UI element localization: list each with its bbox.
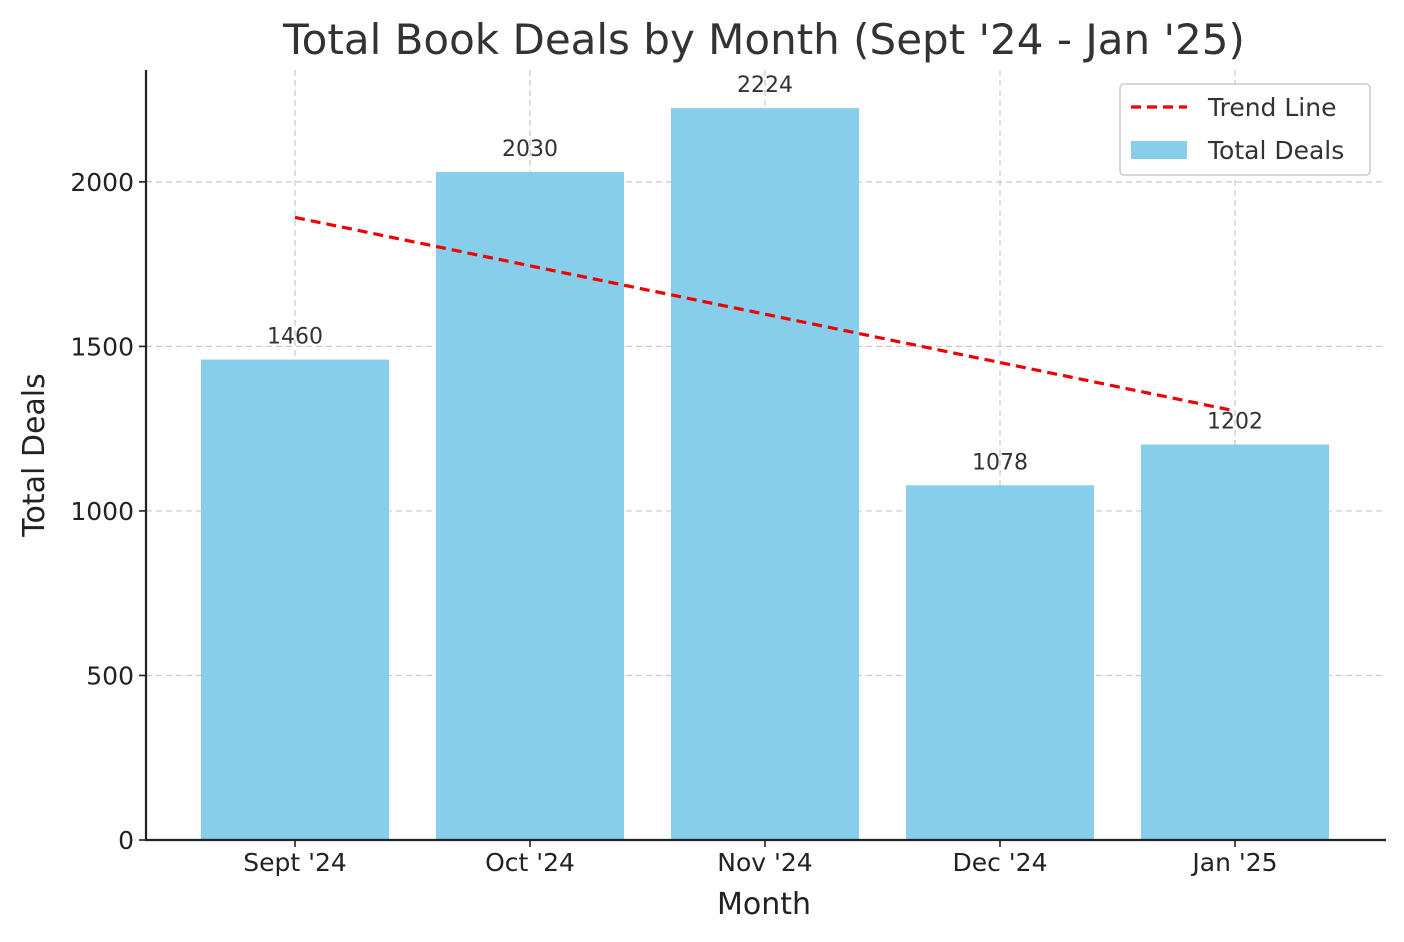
x-tick-label: Jan '25 [1190,848,1277,877]
x-axis-title: Month [717,887,811,922]
data-label: 1460 [267,325,323,350]
data-label: 2224 [737,73,793,98]
axes-layer: 0 500 1000 1500 2000 Sept '24 Oct '24 Nov '24 De… [70,70,1386,877]
x-tick-label: Sept '24 [243,848,347,877]
bar [1141,444,1329,840]
legend-trend-line-label: Trend Line [1207,93,1336,122]
data-label: 1078 [972,450,1028,475]
bar [906,485,1094,840]
bar [436,172,624,840]
y-tick-label: 2000 [70,168,134,197]
data-label: 2030 [502,137,558,162]
y-tick-label: 1000 [70,497,134,526]
y-tick-label: 1500 [70,332,134,361]
data-label: 1202 [1207,409,1263,434]
legend-total-deals-label: Total Deals [1207,136,1344,165]
data-labels-layer: 1460 2030 2224 1078 1202 [267,73,1263,475]
bar [671,108,859,840]
legend-total-deals-swatch [1131,141,1187,159]
x-tick-label: Nov '24 [717,848,812,877]
bar [201,359,389,840]
bars-layer [201,108,1329,840]
chart-title: Total Book Deals by Month (Sept '24 - Ja… [282,15,1245,64]
y-tick-label: 500 [86,661,134,690]
x-tick-label: Dec '24 [952,848,1047,877]
x-tick-label: Oct '24 [485,848,575,877]
legend: Trend Line Total Deals [1119,83,1371,176]
y-axis-title: Total Deals [17,373,52,538]
y-tick-label: 0 [118,826,134,855]
